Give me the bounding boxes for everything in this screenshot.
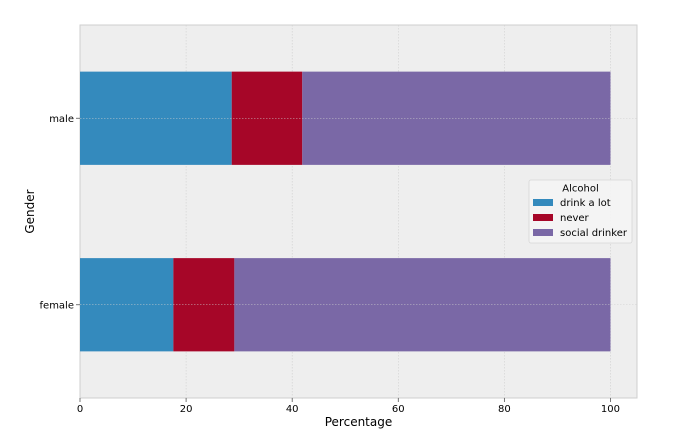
y-tick-label-male: male	[49, 114, 74, 125]
x-tick-label: 60	[392, 404, 405, 415]
x-tick-label: 100	[601, 404, 620, 415]
legend-label: drink a lot	[560, 198, 611, 209]
y-axis-title: Gender	[23, 189, 37, 233]
legend-swatch	[533, 229, 553, 236]
x-tick-label: 80	[498, 404, 511, 415]
legend-label: never	[560, 213, 590, 224]
y-tick-layer: female male	[40, 114, 80, 311]
legend-title: Alcohol	[562, 184, 598, 195]
x-tick-label: 0	[77, 404, 83, 415]
legend: Alcohol drink a lot never social drinker	[528, 179, 633, 244]
legend-label: social drinker	[560, 228, 628, 239]
x-axis-title: Percentage	[325, 415, 393, 429]
legend-box	[528, 179, 633, 244]
x-tick-layer: 0 20 40 60 80 100	[77, 398, 620, 415]
legend-items: drink a lot never social drinker	[533, 198, 628, 239]
legend-swatch	[533, 199, 553, 206]
x-tick-label: 20	[180, 404, 193, 415]
x-tick-label: 40	[286, 404, 299, 415]
y-tick-label-female: female	[40, 300, 74, 311]
legend-swatch	[533, 214, 553, 221]
